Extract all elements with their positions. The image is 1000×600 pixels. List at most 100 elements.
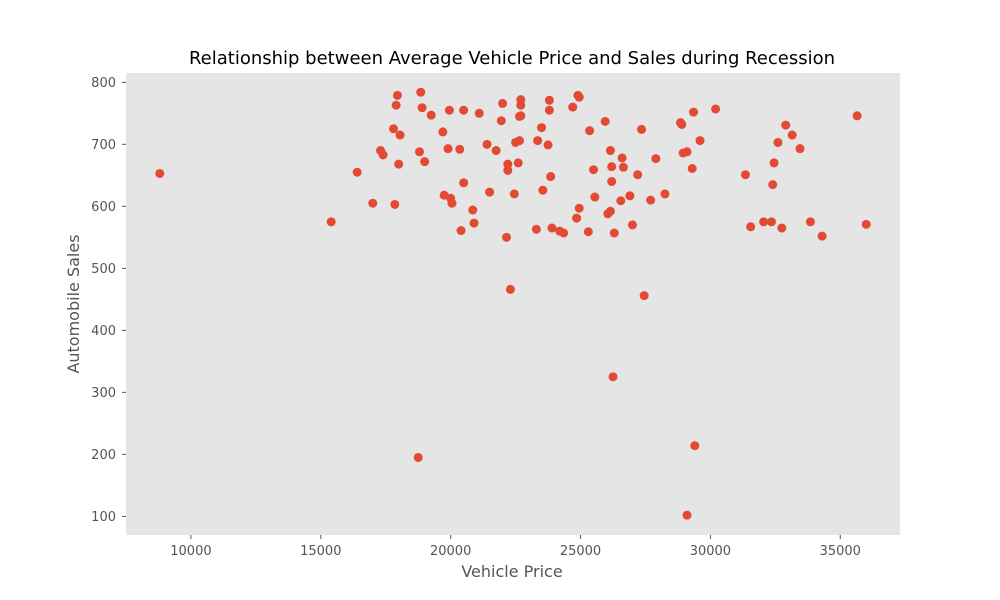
data-point (502, 232, 512, 242)
data-point (769, 158, 779, 168)
data-point (600, 116, 610, 126)
x-tick-label: 15000 (300, 544, 341, 559)
data-point (469, 218, 479, 228)
data-point (443, 144, 453, 154)
data-point (538, 185, 548, 195)
data-point (416, 87, 426, 97)
data-point (514, 136, 524, 146)
data-point (695, 136, 705, 146)
data-point (690, 441, 700, 451)
data-point (574, 203, 584, 213)
data-point (389, 124, 399, 134)
data-point (682, 510, 692, 520)
data-point (787, 130, 797, 140)
data-point (531, 224, 541, 234)
data-point (392, 90, 402, 100)
y-tick-label: 300 (91, 386, 116, 401)
data-point (456, 226, 466, 236)
data-point (426, 110, 436, 120)
data-point (438, 127, 448, 137)
data-point (639, 291, 649, 301)
data-point (660, 189, 670, 199)
data-point (607, 162, 617, 172)
y-tick-label: 100 (91, 510, 116, 525)
y-tick-label: 800 (91, 76, 116, 91)
data-point (391, 100, 401, 110)
data-point (861, 219, 871, 229)
data-point (768, 180, 778, 190)
data-point (547, 223, 557, 233)
data-point (633, 170, 643, 180)
data-point (420, 157, 430, 167)
data-point (444, 105, 454, 115)
data-point (537, 123, 547, 133)
data-point (543, 140, 553, 150)
data-point (608, 372, 618, 382)
data-point (766, 217, 776, 227)
data-point (607, 177, 617, 187)
y-tick-label: 400 (91, 324, 116, 339)
plot-area (126, 73, 900, 535)
x-axis-ticks: 10000 15000 20000 25000 30000 35000 (170, 535, 861, 559)
data-point (395, 130, 405, 140)
data-point (459, 178, 469, 188)
data-point (618, 162, 628, 172)
data-point (413, 452, 423, 462)
data-point (498, 98, 508, 108)
x-tick-label: 25000 (560, 544, 601, 559)
data-point (574, 92, 584, 102)
data-point (485, 187, 495, 197)
data-point (509, 189, 519, 199)
data-point (496, 116, 506, 126)
y-tick-label: 200 (91, 448, 116, 463)
data-point (503, 159, 513, 169)
data-point (546, 172, 556, 182)
data-point (689, 107, 699, 117)
data-point (505, 284, 515, 294)
data-point (781, 120, 791, 130)
x-tick-label: 20000 (430, 544, 471, 559)
data-point (777, 223, 787, 233)
data-point (646, 195, 656, 205)
data-point (417, 103, 427, 113)
data-point (590, 192, 600, 202)
data-point (394, 159, 404, 169)
x-axis-label: Vehicle Price (461, 562, 562, 581)
data-point (516, 100, 526, 110)
y-tick-label: 500 (91, 262, 116, 277)
data-point (677, 119, 687, 129)
data-point (627, 220, 637, 230)
data-point (817, 231, 827, 241)
data-point (746, 222, 756, 232)
data-point (390, 199, 400, 209)
data-point (368, 198, 378, 208)
data-point (637, 124, 647, 134)
data-point (616, 196, 626, 206)
data-point (740, 170, 750, 180)
data-point (155, 168, 165, 178)
data-points (155, 87, 871, 520)
data-point (468, 205, 478, 215)
data-point (617, 153, 627, 163)
data-point (805, 217, 815, 227)
data-point (491, 146, 501, 156)
y-tick-label: 600 (91, 200, 116, 215)
y-tick-label: 700 (91, 138, 116, 153)
data-point (711, 104, 721, 114)
data-point (544, 95, 554, 105)
data-point (326, 217, 336, 227)
data-point (482, 139, 492, 149)
data-point (503, 165, 513, 175)
data-point (568, 102, 578, 112)
data-point (513, 158, 523, 168)
data-point (682, 147, 692, 157)
data-point (583, 227, 593, 237)
data-point (544, 105, 554, 115)
data-point (852, 111, 862, 121)
data-point (378, 150, 388, 160)
x-tick-label: 30000 (690, 544, 731, 559)
data-point (447, 198, 457, 208)
data-point (625, 191, 635, 201)
